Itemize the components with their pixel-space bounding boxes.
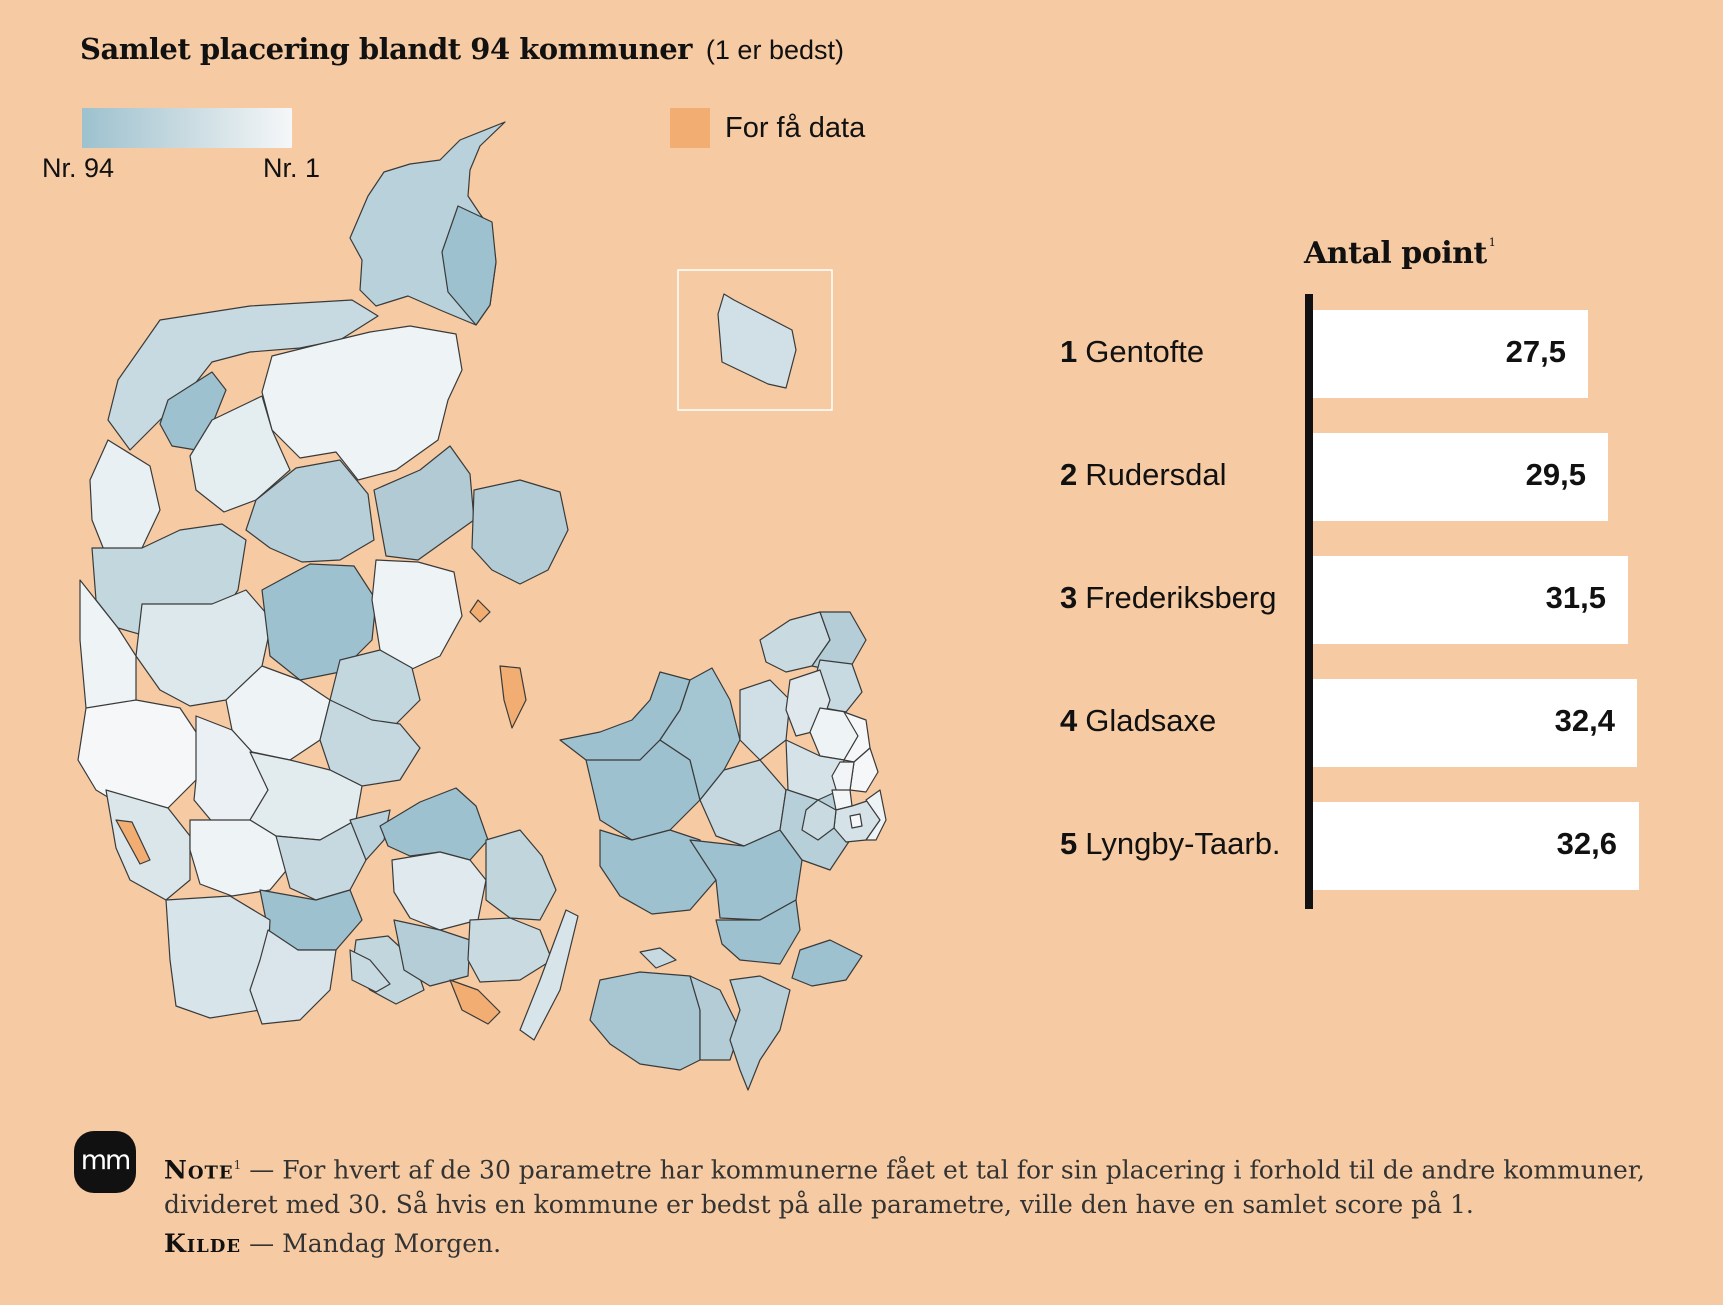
bar-label: 5 Lyngby-Taarb. (1060, 826, 1281, 862)
bar-rank: 1 (1060, 334, 1078, 369)
region-slagelse (599, 829, 717, 915)
bar: 32,4 (1313, 679, 1637, 767)
bar-rank: 5 (1060, 826, 1078, 861)
region-mon (791, 939, 863, 987)
bar-row: 4 Gladsaxe 32,4 (0, 679, 1723, 767)
note-dash: — (249, 1155, 275, 1185)
bar-value: 29,5 (1525, 457, 1586, 492)
bar-row: 1 Gentofte 27,5 (0, 310, 1723, 398)
bar-row: 3 Frederiksberg 31,5 (0, 556, 1723, 644)
bar-value: 32,6 (1556, 826, 1617, 861)
bar-rank: 4 (1060, 703, 1078, 738)
bar: 32,6 (1313, 802, 1639, 890)
region-aarhus (371, 559, 463, 671)
note-paragraph: Note1 — For hvert af de 30 parametre har k… (164, 1148, 1704, 1222)
bar-value: 27,5 (1505, 334, 1566, 369)
region-lolland (589, 971, 701, 1071)
bar: 29,5 (1313, 433, 1608, 521)
bar-value: 31,5 (1545, 580, 1606, 615)
region-falster (729, 975, 791, 1091)
region-frederiksberg (849, 813, 863, 829)
region-esbjerg (105, 789, 191, 901)
region-thy (107, 299, 379, 451)
region-svendborg (467, 917, 553, 983)
legend-nodata-label: For få data (725, 112, 866, 144)
bar-value: 32,4 (1554, 703, 1615, 738)
bar-row: 5 Lyngby-Taarb. 32,6 (0, 802, 1723, 890)
region-vestegn (801, 799, 837, 841)
region-fredericia (349, 809, 391, 861)
bars-axis-line (1305, 294, 1313, 909)
denmark-map (77, 121, 887, 1091)
bar-rank: 3 (1060, 580, 1078, 615)
region-funen-north (379, 787, 489, 861)
bar-label: 3 Frederiksberg (1060, 580, 1277, 616)
region-aero-nodata (449, 979, 501, 1025)
chart-title: Samlet placering blandt 94 kommuner (1 er… (80, 32, 844, 66)
region-laeso (469, 599, 491, 623)
region-bornholm (717, 293, 797, 389)
title-subtitle: (1 er bedst) (705, 35, 844, 65)
region-lolland-east (689, 975, 741, 1061)
region-faaborg (393, 919, 471, 987)
source-label: Kilde (164, 1229, 242, 1259)
bar-name: Frederiksberg (1085, 580, 1277, 615)
note-label: Note (164, 1155, 234, 1185)
region-nyborg (485, 829, 557, 921)
bar-rank: 2 (1060, 457, 1078, 492)
region-samso (499, 665, 527, 729)
region-kolding (275, 819, 367, 901)
bar: 31,5 (1313, 556, 1628, 644)
source-dash: — (249, 1229, 275, 1259)
bar-name: Lyngby-Taarb. (1085, 826, 1281, 861)
region-aabenraa (249, 929, 337, 1025)
region-fejo-island (639, 947, 677, 969)
source-text: Mandag Morgen. (282, 1229, 502, 1259)
bars-title: Antal point 1 (1304, 236, 1496, 271)
bars-title-text: Antal point (1304, 236, 1487, 271)
legend-high-label: Nr. 1 (263, 153, 321, 183)
bars-title-note: 1 (1488, 236, 1496, 249)
region-vordingborg (715, 899, 801, 965)
region-langeland (519, 909, 579, 1041)
source-paragraph: Kilde — Mandag Morgen. (164, 1226, 1704, 1261)
note-text: For hvert af de 30 parametre har kommune… (164, 1155, 1645, 1220)
bar-name: Gladsaxe (1085, 703, 1217, 738)
bar-label: 1 Gentofte (1060, 334, 1204, 370)
region-djursland (471, 479, 569, 585)
bar-name: Rudersdal (1085, 457, 1227, 492)
bar-row: 2 Rudersdal 29,5 (0, 433, 1723, 521)
mm-logo: mm (74, 1131, 136, 1193)
region-vejen (189, 819, 291, 897)
bornholm-inset-frame (677, 269, 833, 411)
region-viborg (245, 459, 375, 563)
footnote: Note1— For hvert af de 30 parametre har k… (164, 1148, 1704, 1261)
region-varde (77, 699, 201, 809)
region-silkeborg (261, 563, 377, 681)
region-aero (349, 949, 391, 993)
bar-label: 2 Rudersdal (1060, 457, 1227, 493)
region-horsens (319, 699, 421, 787)
note-sup: 1 (233, 1158, 242, 1172)
region-fano (115, 819, 151, 865)
legend-low-label: Nr. 94 (42, 153, 115, 183)
bar-label: 4 Gladsaxe (1060, 703, 1216, 739)
bar-name: Gentofte (1085, 334, 1205, 369)
region-north-jutland-east (441, 205, 497, 326)
region-himmerland (261, 325, 463, 481)
region-amager (865, 789, 887, 841)
title-text: Samlet placering blandt 94 kommuner (80, 32, 692, 66)
bar: 27,5 (1313, 310, 1588, 398)
legend-gradient (82, 108, 292, 148)
legend-nodata-swatch (670, 108, 710, 148)
